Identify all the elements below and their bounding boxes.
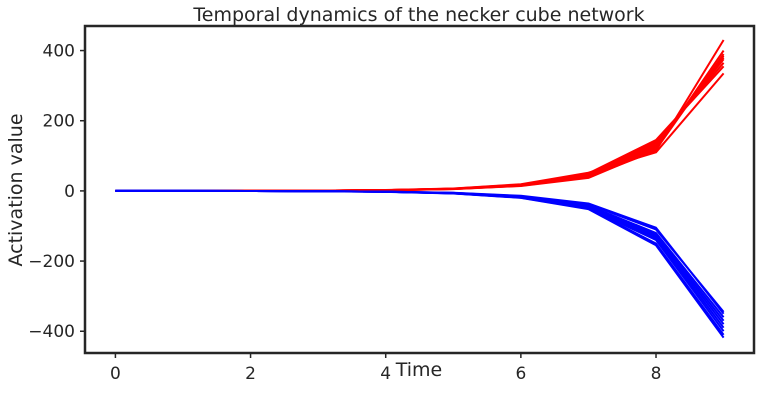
series-line-b-14: [115, 189, 725, 329]
series-layer: [115, 39, 725, 339]
x-tick-label: 2: [245, 364, 256, 384]
series-line-a-1: [115, 50, 725, 192]
x-tick-label: 8: [651, 364, 662, 384]
chart-title: Temporal dynamics of the necker cube net…: [192, 4, 644, 26]
x-axis-label: Time: [395, 359, 443, 381]
y-tick-label: 0: [64, 182, 75, 202]
y-tick-label: −400: [28, 322, 75, 342]
axis-layer: 0 2 4 6 8 −400 −200 0 200 400: [28, 42, 661, 384]
y-tick-label: −200: [28, 252, 75, 272]
y-tick-label: 400: [43, 42, 75, 62]
series-line-a-0: [115, 39, 725, 192]
series-line-b-10: [115, 189, 725, 315]
series-line-a-3: [115, 55, 725, 192]
plot-frame: [83, 24, 756, 355]
series-line-b-12: [115, 189, 725, 322]
series-line-b-13: [115, 189, 725, 325]
series-line-a-8: [115, 72, 725, 192]
y-tick-label: 200: [43, 112, 75, 132]
x-tick-label: 0: [110, 364, 121, 384]
y-axis-label: Activation value: [5, 113, 27, 266]
series-line-b-11: [115, 189, 725, 318]
series-line-a-7: [115, 65, 725, 192]
series-line-a-6: [115, 62, 725, 192]
series-line-b-15: [115, 189, 725, 332]
x-tick-label: 6: [515, 364, 526, 384]
x-tick-label: 4: [380, 364, 391, 384]
series-line-b-16: [115, 189, 725, 336]
series-line-a-4: [115, 56, 725, 192]
series-line-b-17: [115, 189, 725, 339]
series-line-b-9: [115, 189, 725, 313]
series-line-a-5: [115, 58, 725, 192]
series-line-a-2: [115, 53, 725, 192]
